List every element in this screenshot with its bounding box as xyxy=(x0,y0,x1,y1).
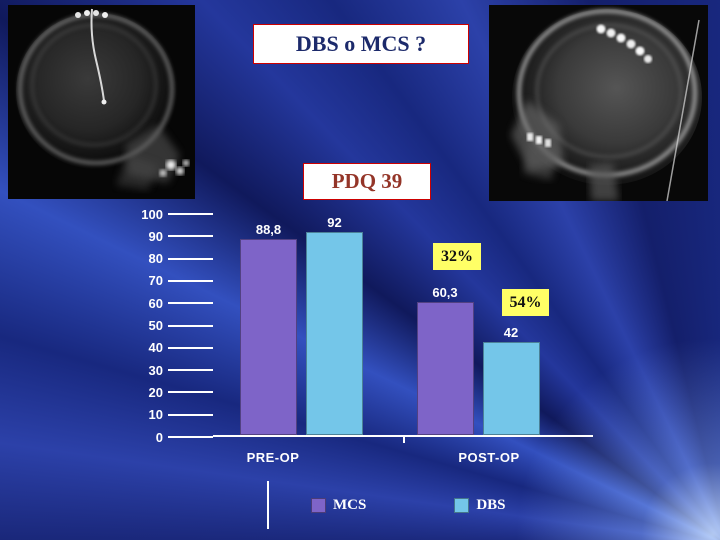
y-tick: 80 xyxy=(93,251,213,267)
x-axis-label-pre-op: PRE-OP xyxy=(246,450,300,465)
y-tick: 0 xyxy=(93,429,213,445)
x-axis-tick xyxy=(403,436,405,443)
plot-area: 88,8 92 60,3 42 xyxy=(213,214,594,443)
y-tick: 60 xyxy=(93,295,213,311)
bar-value-label: 42 xyxy=(503,325,519,341)
y-tick-label: 30 xyxy=(148,362,163,378)
y-tick: 40 xyxy=(93,340,213,356)
y-tick-mark xyxy=(168,369,213,372)
annotation-32-percent: 32% xyxy=(433,243,481,270)
y-tick-label: 90 xyxy=(148,228,163,244)
bar xyxy=(482,342,540,435)
bar xyxy=(240,238,297,435)
y-tick-mark xyxy=(168,436,213,438)
y-tick: 20 xyxy=(93,384,213,400)
y-tick-mark xyxy=(168,391,213,394)
skull-xray-left-graphic xyxy=(8,5,195,199)
x-axis-label-post-op: POST-OP xyxy=(458,450,520,465)
y-tick-mark xyxy=(168,279,213,282)
y-tick-label: 100 xyxy=(141,206,163,222)
y-axis: 100 90 80 70 60 50 40 30 20 10 0 xyxy=(93,207,213,445)
scale-label: PDQ 39 xyxy=(331,169,403,193)
legend-swatch-dbs xyxy=(454,497,470,513)
bar xyxy=(306,231,363,435)
legend-item-mcs: MCS xyxy=(311,497,366,514)
skull-xray-right-graphic xyxy=(489,5,708,201)
bar-dbs-pre-op: 92 xyxy=(306,214,363,435)
y-tick: 100 xyxy=(93,206,213,222)
bar-mcs-pre-op: 88,8 xyxy=(240,214,297,435)
bar-value-label: 88,8 xyxy=(255,221,282,237)
y-tick-label: 40 xyxy=(148,340,163,356)
y-tick-label: 20 xyxy=(148,384,163,400)
y-tick-label: 10 xyxy=(148,407,163,423)
pdq39-box: PDQ 39 xyxy=(303,163,431,200)
bar-group-pre-op: 88,8 92 xyxy=(213,214,417,435)
annotation-54-percent: 54% xyxy=(502,289,549,316)
y-tick-mark xyxy=(168,413,213,416)
title-box: DBS o MCS ? xyxy=(253,24,469,64)
y-tick: 70 xyxy=(93,273,213,289)
y-tick-label: 80 xyxy=(148,251,163,267)
skull-xray-right-image xyxy=(489,5,708,201)
bar xyxy=(416,301,474,435)
y-tick: 90 xyxy=(93,228,213,244)
y-tick-mark xyxy=(168,302,213,305)
y-tick-mark xyxy=(168,346,213,349)
bar-chart: 100 90 80 70 60 50 40 30 20 10 0 88,8 92 60,3 42 PRE-… xyxy=(93,207,594,474)
legend-label: DBS xyxy=(476,496,506,513)
bar-group-post-op: 60,3 42 xyxy=(416,214,594,435)
bar-mcs-post-op: 60,3 xyxy=(416,214,474,435)
y-tick: 10 xyxy=(93,407,213,423)
bar-dbs-post-op: 42 xyxy=(482,214,540,435)
y-tick: 50 xyxy=(93,318,213,334)
chart-legend: MCS DBS xyxy=(267,481,557,529)
y-tick-mark xyxy=(168,257,213,260)
y-tick: 30 xyxy=(93,362,213,378)
legend-label: MCS xyxy=(333,496,367,513)
legend-swatch-mcs xyxy=(311,497,326,513)
y-tick-label: 70 xyxy=(148,273,163,289)
plot-wrap: 100 90 80 70 60 50 40 30 20 10 0 88,8 92 60,3 42 xyxy=(93,207,594,445)
x-axis-labels: PRE-OP POST-OP xyxy=(213,450,593,470)
skull-xray-left-image xyxy=(8,5,195,199)
slide-title: DBS o MCS ? xyxy=(295,31,427,56)
y-tick-label: 0 xyxy=(155,429,163,445)
y-tick-mark xyxy=(168,235,213,238)
y-tick-mark xyxy=(168,213,213,215)
bar-value-label: 60,3 xyxy=(432,284,458,300)
legend-item-dbs: DBS xyxy=(454,496,506,514)
y-tick-mark xyxy=(168,324,213,327)
bar-value-label: 92 xyxy=(327,214,342,230)
y-tick-label: 60 xyxy=(148,295,163,311)
y-tick-label: 50 xyxy=(148,318,163,333)
